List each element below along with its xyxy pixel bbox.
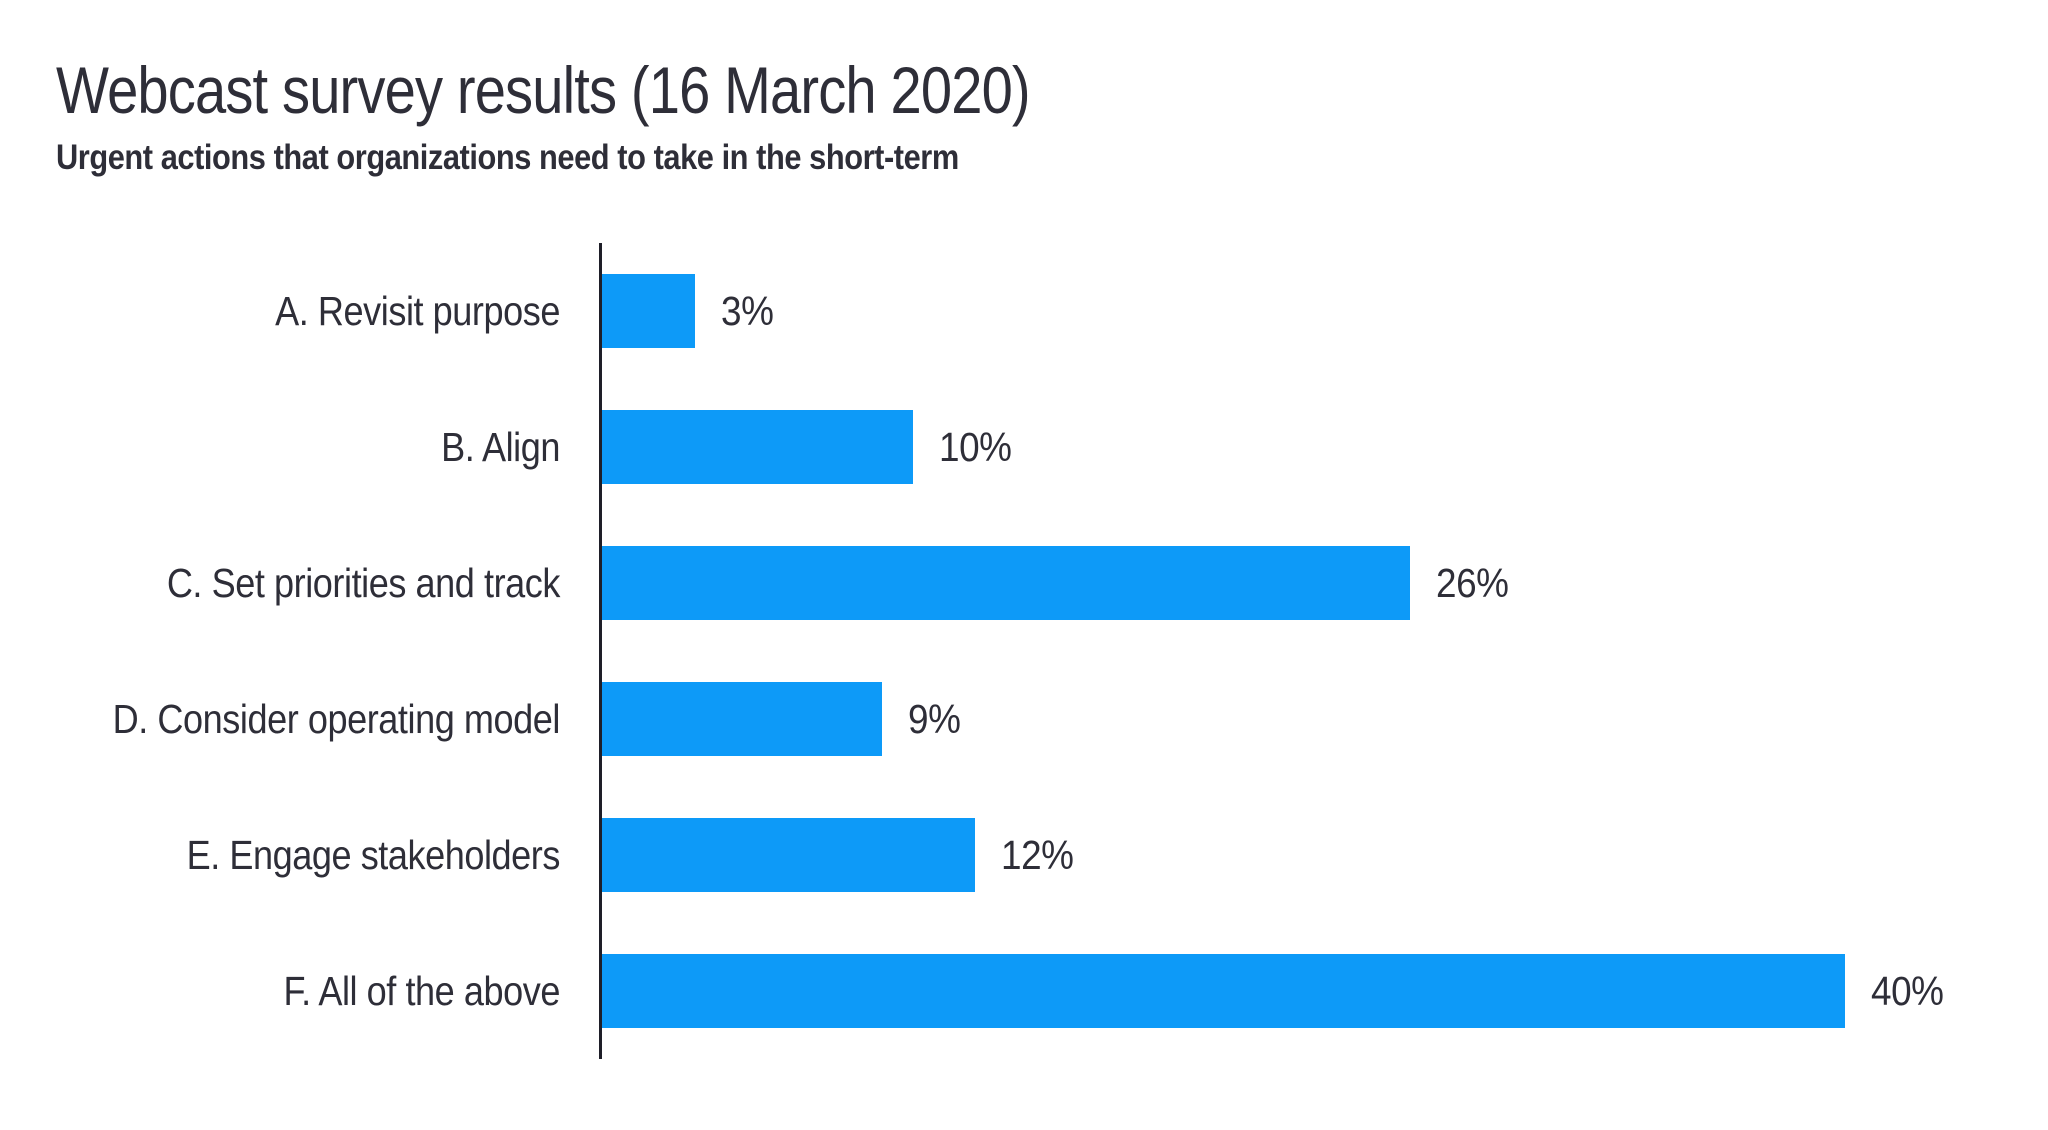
category-label: B. Align (441, 424, 560, 470)
category-label: F. All of the above (283, 968, 561, 1014)
category-label: E. Engage stakeholders (186, 832, 561, 878)
bar-row: F. All of the above 40% (0, 923, 2048, 1059)
bar (602, 546, 1410, 620)
value-label: 12% (1001, 832, 1074, 878)
bar (602, 410, 913, 484)
value-label: 3% (721, 288, 774, 334)
bar (602, 274, 695, 348)
category-label: A. Revisit purpose (275, 288, 560, 334)
value-label: 40% (1871, 968, 1944, 1014)
y-axis-line (599, 243, 602, 1059)
bar-row: A. Revisit purpose 3% (0, 243, 2048, 379)
category-label: C. Set priorities and track (166, 560, 561, 606)
category-label: D. Consider operating model (112, 696, 561, 742)
bar-row: B. Align 10% (0, 379, 2048, 515)
bar-rows: A. Revisit purpose 3% B. Align 10% C. Set pr… (0, 243, 2048, 1059)
bar (602, 818, 975, 892)
bar-row: D. Consider operating model 9% (0, 651, 2048, 787)
bar-row: E. Engage stakeholders 12% (0, 787, 2048, 923)
bar-chart-plot-area: A. Revisit purpose 3% B. Align 10% C. Set pr… (0, 243, 2048, 1059)
bar-row: C. Set priorities and track 26% (0, 515, 2048, 651)
value-label: 10% (939, 424, 1012, 470)
bar (602, 954, 1845, 1028)
chart-title: Webcast survey results (16 March 2020) (56, 53, 1031, 127)
value-label: 26% (1436, 560, 1509, 606)
value-label: 9% (908, 696, 961, 742)
chart-subtitle: Urgent actions that organizations need t… (56, 138, 959, 177)
bar (602, 682, 882, 756)
